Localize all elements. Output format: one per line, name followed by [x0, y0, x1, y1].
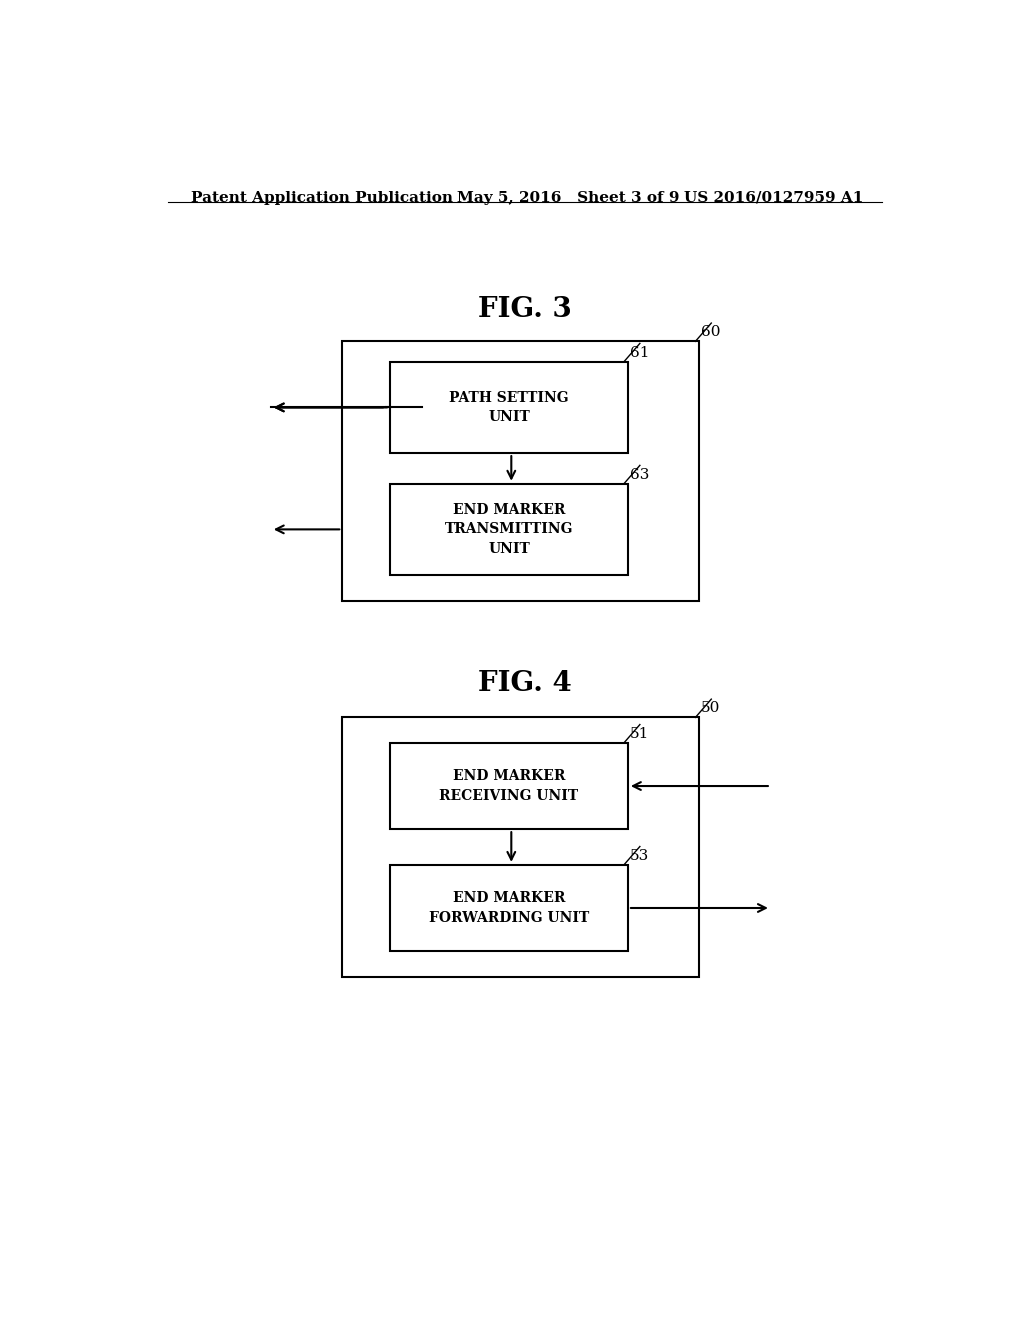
- Bar: [342, 718, 699, 977]
- Text: Patent Application Publication: Patent Application Publication: [191, 191, 454, 205]
- Bar: [390, 483, 628, 576]
- Text: FIG. 4: FIG. 4: [478, 671, 571, 697]
- Text: US 2016/0127959 A1: US 2016/0127959 A1: [684, 191, 863, 205]
- Bar: [390, 362, 628, 453]
- Text: 50: 50: [701, 701, 720, 715]
- Text: END MARKER
TRANSMITTING
UNIT: END MARKER TRANSMITTING UNIT: [444, 503, 573, 556]
- Bar: [390, 865, 628, 952]
- Text: 60: 60: [701, 325, 721, 339]
- Text: May 5, 2016   Sheet 3 of 9: May 5, 2016 Sheet 3 of 9: [458, 191, 680, 205]
- Text: END MARKER
RECEIVING UNIT: END MARKER RECEIVING UNIT: [439, 770, 579, 803]
- Bar: [390, 743, 628, 829]
- Text: 53: 53: [630, 849, 649, 863]
- Text: PATH SETTING
UNIT: PATH SETTING UNIT: [450, 391, 568, 424]
- Text: 51: 51: [630, 727, 649, 741]
- Bar: [342, 342, 699, 601]
- Text: FIG. 3: FIG. 3: [478, 296, 571, 323]
- Text: END MARKER
FORWARDING UNIT: END MARKER FORWARDING UNIT: [429, 891, 589, 925]
- Text: 63: 63: [630, 467, 649, 482]
- Text: 61: 61: [630, 346, 649, 359]
